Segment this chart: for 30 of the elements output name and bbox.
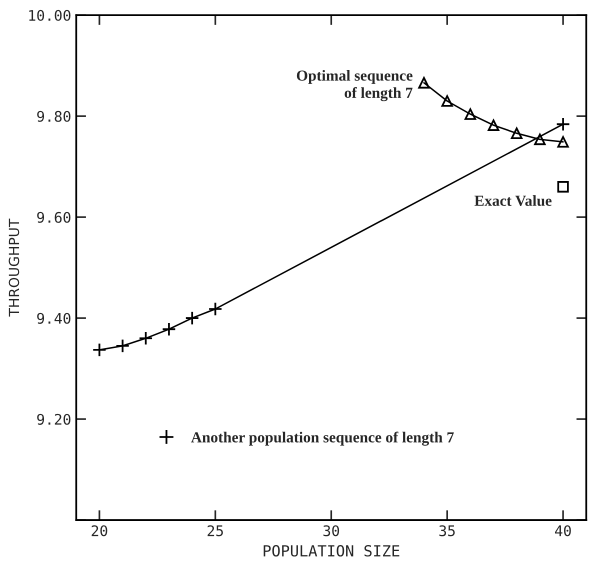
point <box>488 119 500 131</box>
annotation: Optimal sequence of length 7 <box>296 70 412 102</box>
point <box>138 331 153 346</box>
point <box>115 338 130 354</box>
point <box>557 181 569 193</box>
x-tick-label: 25 <box>208 525 223 536</box>
point <box>464 108 476 120</box>
point <box>162 322 176 336</box>
x-tick-label: 35 <box>439 525 455 536</box>
x-tick-label: 40 <box>555 525 571 536</box>
x-axis-title: POPULATION SIZE <box>264 545 400 557</box>
x-tick-label: 20 <box>92 525 108 536</box>
point <box>510 128 522 140</box>
y-tick-label: 9.20 <box>37 414 70 425</box>
point <box>208 302 222 316</box>
y-tick-label: 9.40 <box>37 312 70 324</box>
point <box>557 136 569 148</box>
point <box>441 95 453 107</box>
y-axis-title: THROUGHPUT <box>8 218 20 317</box>
point <box>92 342 107 358</box>
legend-label: Another population sequence of length 7 <box>191 432 454 446</box>
point <box>184 310 200 326</box>
point <box>534 134 546 146</box>
y-tick-label: 10.00 <box>29 10 70 21</box>
point <box>418 77 430 89</box>
y-tick-label: 9.60 <box>37 212 70 223</box>
point <box>556 117 570 132</box>
x-tick-label: 30 <box>323 525 340 536</box>
y-tick-label: 9.80 <box>37 110 70 122</box>
annotation: Exact Value <box>474 195 552 206</box>
